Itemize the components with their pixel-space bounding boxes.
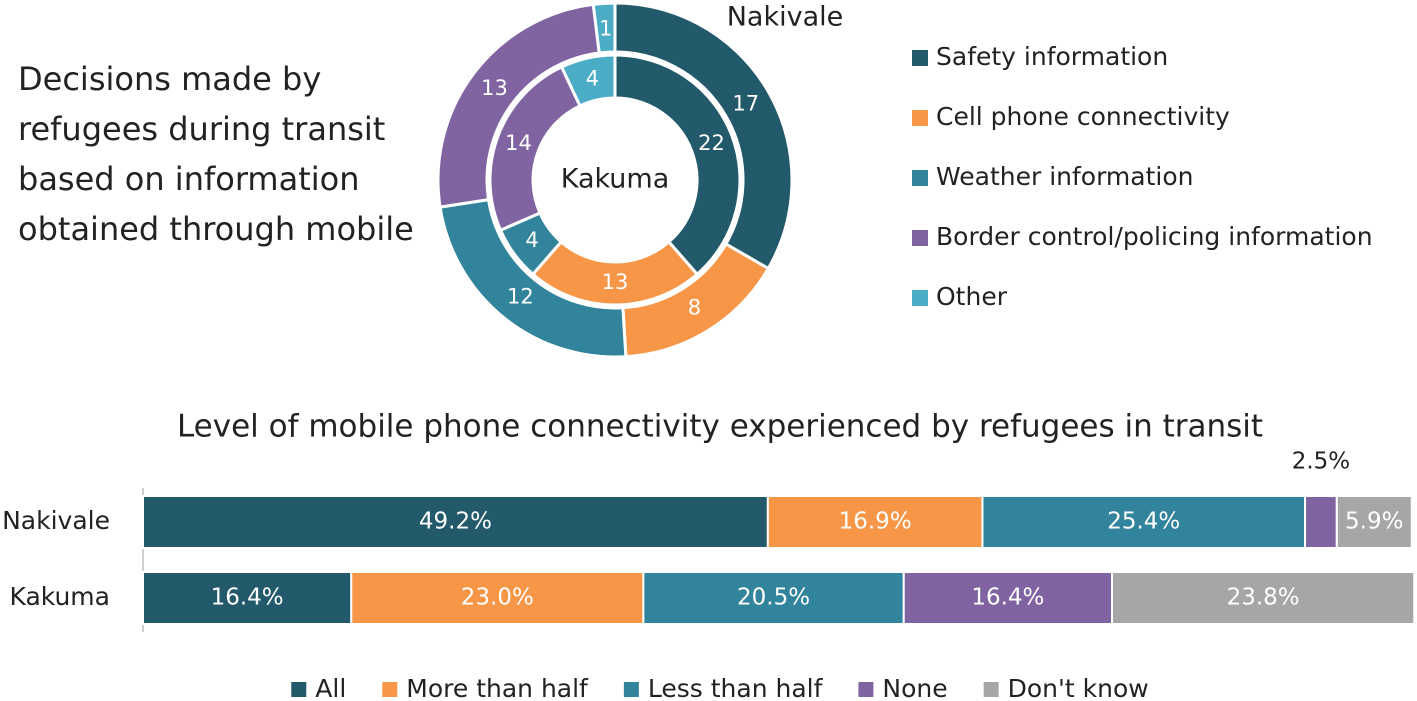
legend-label: Weather information [936,162,1194,191]
legend-swatch [291,682,307,697]
legend-label: All [315,674,346,701]
data-label: 22 [698,131,725,155]
bar-segment [981,495,1307,549]
data-label: 16.4% [211,585,284,611]
ring-label: Kakuma [561,164,670,195]
data-label: 16.4% [971,585,1044,611]
legend-swatch [912,50,928,66]
donut-segment [559,53,617,108]
donut-segment [591,1,617,55]
y-tick-label: Nakivale [2,506,110,535]
data-label: 12 [507,285,534,309]
data-label: 13 [602,270,629,294]
bar-segment [766,495,984,549]
legend-swatch [912,230,928,246]
data-label: 14 [505,131,532,155]
legend-label: Don't know [1008,674,1149,701]
bar-segment [350,571,645,625]
legend-swatch [912,170,928,186]
legend-swatch [912,110,928,126]
data-label: 16.9% [839,509,912,535]
data-label: 20.5% [737,585,810,611]
legend-swatch [983,682,999,697]
bar-segment [642,571,905,625]
data-label: 2.5% [1292,449,1350,475]
data-label: 13 [481,76,508,100]
legend-label: Other [936,282,1008,311]
data-label: 23.8% [1227,585,1300,611]
data-label: 1 [599,16,612,40]
bar-title: Level of mobile phone connectivity exper… [177,409,1263,445]
data-label: 25.4% [1107,509,1180,535]
legend-swatch [382,682,398,697]
legend-swatch [858,682,874,697]
donut-segment [613,53,742,277]
ring-label: Nakivale [727,2,844,33]
legend-label: Border control/policing information [936,222,1373,251]
bar-segment [1111,571,1416,625]
donut-segment [613,1,794,271]
bar-segment [142,571,353,625]
legend-label: None [882,674,947,701]
legend-swatch [623,682,639,697]
y-tick-label: Kakuma [9,582,110,611]
data-label: 4 [525,228,538,252]
data-label: 4 [586,66,599,90]
bar-segment [1304,495,1338,549]
data-label: 49.2% [419,509,492,535]
donut-title: Decisions made by refugees during transi… [18,60,414,248]
legend-label: Less than half [648,674,824,701]
legend-swatch [912,290,928,306]
legend-label: Safety information [936,42,1168,71]
data-label: 23.0% [461,585,534,611]
data-label: 8 [688,295,701,319]
legend-label: More than half [406,674,589,701]
data-label: 5.9% [1345,509,1403,535]
legend-label: Cell phone connectivity [936,102,1230,131]
bar-segment [1335,495,1413,549]
data-label: 17 [732,92,759,116]
